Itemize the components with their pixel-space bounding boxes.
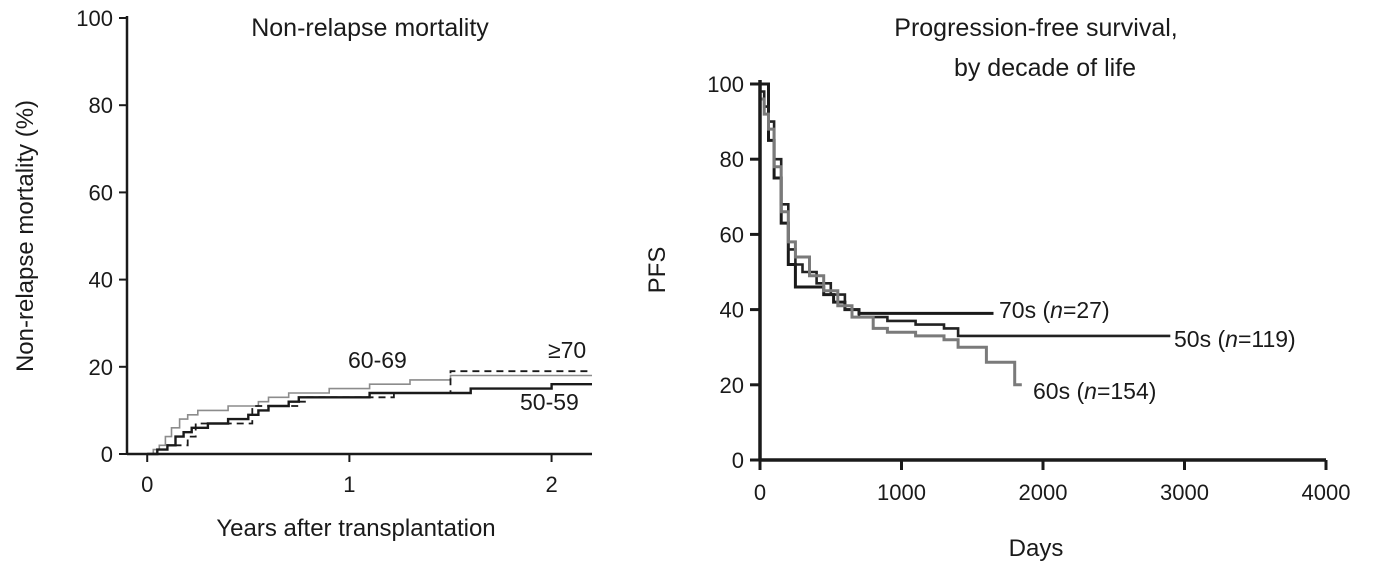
nrm-y-tick-label-0: 0: [101, 442, 113, 467]
pfs-y-tick-label-3: 60: [720, 222, 744, 247]
nrm-label-70-plus: ≥70: [548, 337, 586, 363]
pfs-x-tick-label-3: 3000: [1160, 480, 1209, 505]
pfs-y-tick-label-4: 80: [720, 147, 744, 172]
pfs-x-label: Days: [1009, 535, 1064, 562]
pfs-label-50s-rest: =119): [1238, 326, 1296, 352]
pfs-label-70s: 70s (n=27): [999, 297, 1110, 323]
nrm-y-tick-label-3: 60: [89, 180, 113, 205]
pfs-x-tick-label-0: 0: [754, 480, 766, 505]
pfs-x-ticks: 0 1000 2000 3000 4000: [754, 460, 1351, 505]
pfs-chart: 0 20 40 60 80 100 0 1000 2000 3000 4000 Progressi…: [644, 14, 1350, 562]
pfs-x-tick-label-1: 1000: [877, 480, 926, 505]
pfs-label-50s-n: n: [1225, 326, 1238, 352]
pfs-y-tick-label-1: 20: [720, 373, 744, 398]
pfs-label-60s-prefix: 60s (: [1033, 378, 1084, 404]
nrm-series-group: [147, 370, 592, 456]
nrm-y-ticks: 0 20 40 60 80 100: [76, 6, 127, 467]
nrm-y-label: Non-relapse mortality (%): [12, 100, 39, 372]
pfs-series-line-0: [760, 82, 994, 315]
nrm-series-line-1: [147, 383, 592, 456]
pfs-x-tick-label-2: 2000: [1019, 480, 1068, 505]
pfs-label-70s-rest: =27): [1063, 297, 1110, 323]
pfs-label-60s-rest: =154): [1097, 378, 1156, 404]
pfs-y-ticks: 0 20 40 60 80 100: [707, 72, 760, 473]
pfs-label-50s-prefix: 50s (: [1174, 326, 1225, 352]
nrm-title: Non-relapse mortality: [251, 14, 489, 42]
nrm-y-tick-label-5: 100: [76, 6, 113, 31]
pfs-label-60s: 60s (n=154): [1033, 378, 1156, 404]
pfs-label-70s-n: n: [1050, 297, 1063, 323]
pfs-x-tick-label-4: 4000: [1302, 480, 1351, 505]
pfs-subtitle: by decade of life: [954, 54, 1136, 82]
pfs-label-60s-n: n: [1084, 378, 1097, 404]
pfs-label-50s: 50s (n=119): [1174, 326, 1296, 352]
pfs-series-line-2: [760, 97, 1022, 387]
pfs-y-label: PFS: [644, 247, 671, 294]
pfs-y-tick-label-2: 40: [720, 298, 744, 323]
pfs-title: Progression-free survival,: [894, 14, 1177, 42]
nrm-x-tick-label-0: 0: [141, 472, 153, 497]
pfs-y-tick-label-0: 0: [732, 448, 744, 473]
nrm-y-tick-label-1: 20: [89, 355, 113, 380]
nrm-label-60-69: 60-69: [348, 347, 407, 373]
nrm-x-tick-label-1: 1: [343, 472, 355, 497]
nrm-y-tick-label-2: 40: [89, 268, 113, 293]
pfs-series-group: [760, 82, 1171, 387]
nrm-series-line-0: [147, 374, 592, 455]
pfs-label-70s-prefix: 70s (: [999, 297, 1050, 323]
nrm-chart: 0 20 40 60 80 100 0 1 2 Non-relapse mortality N…: [12, 6, 592, 542]
nrm-x-tick-label-2: 2: [545, 472, 557, 497]
nrm-x-label: Years after transplantation: [216, 515, 495, 542]
nrm-y-tick-label-4: 80: [89, 93, 113, 118]
pfs-y-tick-label-5: 100: [707, 72, 744, 97]
nrm-label-50-59: 50-59: [520, 389, 579, 415]
nrm-series-line-2: [147, 370, 592, 455]
nrm-x-ticks: 0 1 2: [141, 454, 558, 497]
